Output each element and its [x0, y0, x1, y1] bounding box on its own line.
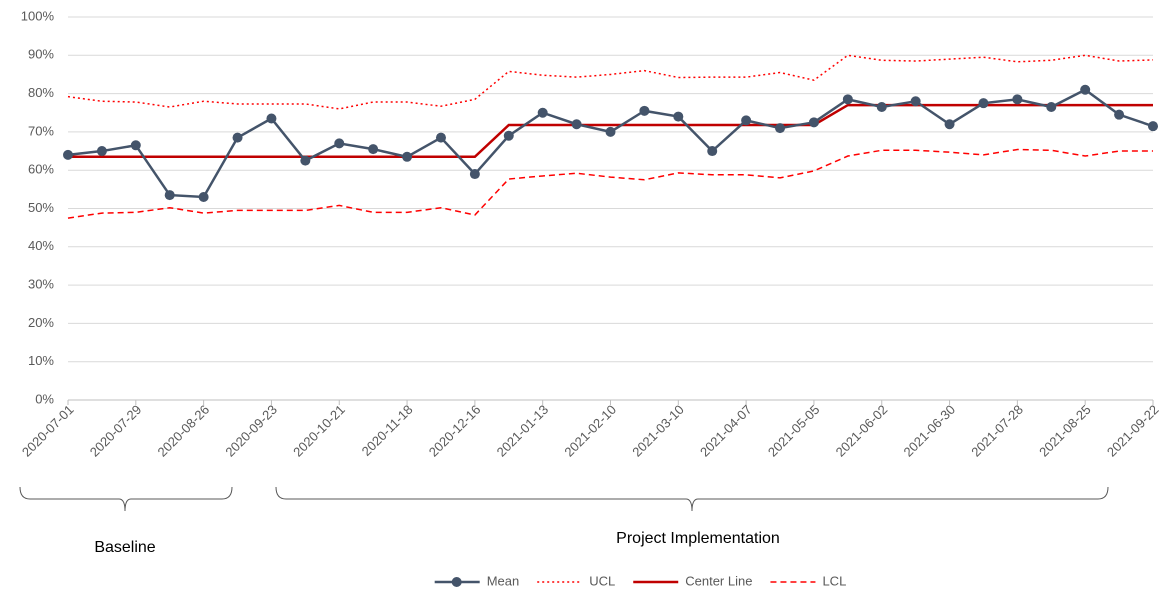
x-tick-label: 2021-05-05	[765, 402, 823, 460]
y-tick-label: 30%	[28, 277, 54, 292]
brace	[275, 486, 1109, 512]
point	[1148, 121, 1158, 132]
legend-label: Center Line	[685, 573, 752, 588]
point	[842, 94, 853, 105]
point	[1080, 84, 1091, 95]
x-tick-label: 2021-06-30	[900, 402, 958, 460]
point	[232, 132, 243, 143]
x-tick-label: 2020-07-29	[87, 402, 145, 460]
point	[334, 138, 345, 149]
x-tick-label: 2020-10-21	[290, 402, 348, 460]
x-tick-label: 2021-08-25	[1036, 402, 1094, 460]
point	[910, 96, 921, 107]
x-tick-label: 2020-08-26	[155, 402, 213, 460]
series-line	[67, 54, 1154, 110]
x-tick-label: 2021-06-02	[833, 402, 891, 460]
y-tick-label: 50%	[28, 200, 54, 215]
point	[198, 192, 209, 203]
point	[1046, 102, 1057, 113]
point	[130, 140, 141, 151]
y-tick-label: 40%	[28, 238, 54, 253]
point	[605, 126, 616, 137]
y-tick-label: 100%	[21, 8, 55, 23]
y-tick-label: 20%	[28, 315, 54, 330]
point	[978, 98, 989, 109]
series-line	[68, 103, 1153, 159]
x-tick-label: 2020-07-01	[19, 402, 77, 460]
point	[707, 146, 718, 157]
point	[1114, 109, 1125, 120]
point	[266, 113, 277, 124]
point	[639, 105, 650, 116]
point	[469, 169, 480, 180]
point	[300, 155, 311, 166]
x-tick-label: 2021-07-28	[968, 402, 1026, 460]
legend-marker	[451, 577, 462, 587]
point	[435, 132, 446, 143]
legend: Mean UCL Center Line LCL	[434, 573, 846, 588]
x-tick-label: 2020-11-18	[359, 402, 416, 459]
point	[164, 190, 175, 201]
x-tick-label: 2021-02-10	[561, 402, 619, 460]
point	[63, 149, 73, 160]
point	[503, 130, 514, 141]
point	[673, 111, 684, 122]
x-tick-label: 2020-09-23	[222, 402, 280, 460]
x-tick-label: 2021-03-10	[629, 402, 687, 460]
annotation: Project Implementation	[616, 530, 780, 547]
point	[402, 151, 413, 162]
y-tick-label: 10%	[28, 353, 54, 368]
point	[876, 102, 887, 113]
x-tick-label: 2021-09-22	[1104, 402, 1161, 460]
point	[741, 115, 752, 126]
point	[96, 146, 107, 157]
x-tick-label: 2021-01-13	[494, 402, 552, 460]
point	[537, 107, 548, 118]
y-tick-label: 70%	[28, 123, 54, 138]
y-tick-label: 60%	[28, 162, 54, 177]
point	[368, 144, 379, 155]
x-tick-label: 2021-04-07	[697, 402, 755, 460]
series-line	[67, 148, 1153, 219]
point	[808, 117, 819, 128]
brace	[19, 486, 233, 512]
point	[775, 123, 786, 134]
point	[944, 119, 955, 130]
point	[1012, 94, 1023, 105]
legend-label: Mean	[487, 573, 520, 588]
y-tick-label: 90%	[28, 47, 54, 62]
point	[571, 119, 582, 130]
legend-label: LCL	[822, 573, 846, 588]
legend-label: UCL	[589, 573, 615, 588]
x-tick-label: 2020-12-16	[426, 402, 484, 460]
y-tick-label: 80%	[28, 85, 54, 100]
annotation: Baseline	[94, 539, 155, 556]
y-tick-label: 0%	[35, 391, 54, 406]
